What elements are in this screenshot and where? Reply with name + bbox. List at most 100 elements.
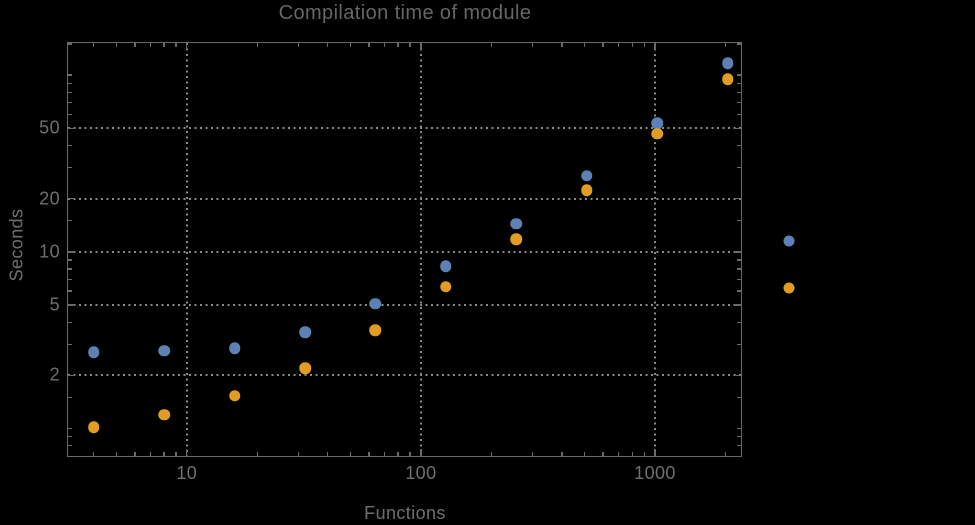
x-tick-mark [643, 43, 645, 47]
y-tick-mark [737, 436, 741, 438]
x-tick-mark [618, 452, 620, 456]
y-tick-mark [68, 343, 72, 345]
y-tick-mark [68, 220, 72, 222]
y-tick-mark [68, 251, 75, 253]
x-tick-mark [724, 452, 727, 456]
y-tick-mark [68, 290, 72, 292]
data-point-orange-series [87, 421, 100, 433]
y-tick-mark [68, 82, 72, 84]
y-tick-mark [68, 74, 72, 76]
x-tick-mark [490, 452, 493, 456]
y-tick-mark [68, 278, 72, 280]
x-tick-mark [420, 43, 422, 50]
y-tick-mark [737, 74, 741, 76]
x-tick-mark [297, 43, 300, 47]
data-point-blue-series [722, 57, 734, 69]
y-tick-mark [68, 321, 72, 323]
y-tick-mark [737, 259, 741, 261]
data-point-orange-series [440, 280, 452, 293]
plot-frame [67, 42, 742, 457]
data-point-blue-series [87, 346, 100, 359]
y-tick-mark [68, 127, 75, 130]
y-tick-mark [68, 144, 72, 147]
x-tick-mark [134, 452, 136, 456]
x-tick-mark [175, 43, 177, 47]
x-tick-mark [409, 43, 411, 47]
y-tick-mark [737, 220, 741, 222]
data-point-blue-series [510, 218, 523, 230]
legend-marker-orange-series [783, 282, 795, 294]
data-point-orange-series [369, 324, 382, 337]
data-point-orange-series [228, 390, 241, 402]
data-point-orange-series [299, 362, 311, 374]
y-tick-mark [737, 43, 741, 45]
x-tick-mark [92, 452, 95, 456]
y-tick-mark [737, 427, 741, 430]
y-tick-mark [737, 82, 741, 84]
x-tick-mark [149, 43, 152, 47]
x-tick-mark [115, 452, 117, 456]
y-tick-label: 5 [49, 294, 60, 315]
y-tick-mark [68, 304, 75, 306]
x-gridline [185, 43, 188, 456]
data-point-orange-series [158, 408, 170, 421]
y-tick-mark [737, 166, 741, 169]
y-tick-label: 2 [49, 364, 60, 385]
x-tick-mark [349, 452, 352, 456]
x-gridline [419, 43, 422, 456]
y-tick-mark [68, 436, 72, 438]
y-tick-mark [737, 113, 741, 116]
chart-title: Compilation time of module [278, 2, 532, 24]
y-tick-mark [68, 43, 72, 45]
x-tick-mark [92, 43, 95, 47]
data-point-blue-series [228, 342, 241, 354]
y-gridline [68, 304, 741, 307]
y-tick-mark [68, 91, 72, 93]
x-tick-mark [256, 43, 258, 47]
x-tick-mark [409, 452, 411, 456]
x-tick-mark [643, 452, 645, 456]
y-tick-mark [734, 197, 741, 200]
y-tick-mark [68, 396, 72, 399]
data-point-blue-series [581, 169, 593, 182]
y-tick-mark [734, 251, 741, 253]
data-point-blue-series [369, 297, 382, 310]
y-gridline [68, 250, 741, 253]
x-tick-mark [368, 452, 370, 456]
x-tick-label: 1000 [634, 463, 676, 483]
x-tick-mark [724, 43, 727, 47]
x-tick-mark [297, 452, 300, 456]
x-axis-label: Functions [364, 503, 446, 523]
x-tick-mark [583, 43, 586, 47]
x-tick-mark [397, 43, 399, 47]
x-tick-mark [397, 452, 399, 456]
x-tick-mark [149, 452, 152, 456]
y-tick-mark [737, 278, 741, 280]
y-tick-mark [737, 268, 741, 270]
y-tick-mark [68, 197, 75, 200]
data-point-blue-series [299, 326, 311, 339]
x-tick-label: 10 [176, 463, 198, 483]
x-tick-mark [561, 452, 563, 456]
x-tick-mark [368, 43, 370, 47]
x-tick-mark [531, 452, 534, 456]
data-point-orange-series [581, 184, 593, 197]
data-point-blue-series [651, 117, 664, 129]
data-point-blue-series [440, 260, 452, 272]
y-gridline [68, 127, 741, 130]
x-tick-mark [561, 43, 563, 47]
y-tick-mark [68, 101, 72, 104]
y-tick-mark [734, 374, 741, 377]
x-tick-mark [490, 43, 493, 47]
x-tick-mark [163, 452, 165, 456]
x-tick-mark [327, 43, 329, 47]
x-tick-mark [383, 43, 386, 47]
x-tick-mark [654, 43, 656, 50]
y-tick-mark [737, 91, 741, 93]
x-tick-mark [420, 449, 422, 456]
y-tick-label: 10 [39, 241, 60, 262]
x-tick-mark [256, 452, 258, 456]
data-point-orange-series [510, 233, 523, 245]
x-tick-label: 100 [405, 463, 437, 483]
